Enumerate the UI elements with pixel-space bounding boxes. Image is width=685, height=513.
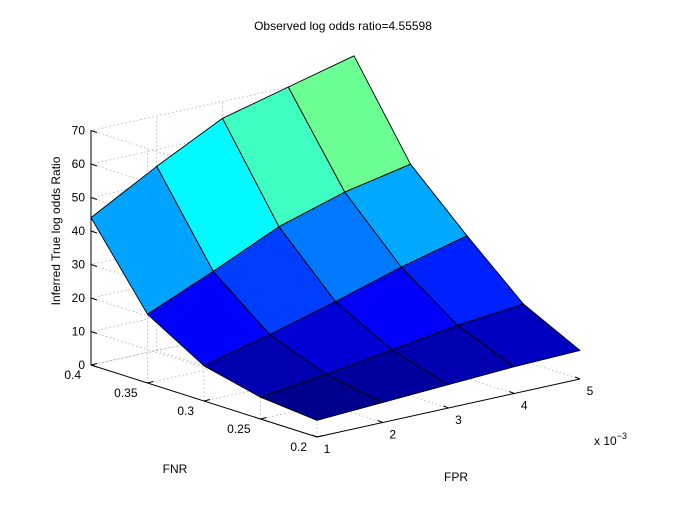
chart-title: Observed log odds ratio=4.55598 <box>254 19 432 33</box>
z-tick-label-5: 50 <box>72 191 86 205</box>
z-tick-label-2: 20 <box>72 291 86 305</box>
x-tick-label-1: 2 <box>389 428 396 442</box>
z-tick-3 <box>90 264 98 267</box>
y-tick-label-3: 0.35 <box>114 386 138 400</box>
z-tick-2 <box>90 297 98 301</box>
z-tick-label-3: 30 <box>72 258 86 272</box>
x-axis-scale-exponent: −3 <box>617 431 627 441</box>
y-tick-label-2: 0.3 <box>177 404 194 418</box>
x-tick-3 <box>509 391 515 394</box>
y-tick-4 <box>90 363 98 366</box>
z-tick-label-0: 0 <box>78 358 85 372</box>
x-tick-1 <box>377 420 383 423</box>
z-tick-0 <box>90 364 98 368</box>
z-tick-6 <box>90 163 98 167</box>
x-tick-4 <box>574 376 581 380</box>
surface-layer <box>90 55 581 421</box>
y-tick-label-1: 0.25 <box>227 422 251 436</box>
y-tick-label-4: 0.4 <box>64 368 81 382</box>
z-tick-4 <box>90 230 98 234</box>
z-tick-label-4: 40 <box>72 224 86 238</box>
z-axis-label: Inferred True log odds Ratio <box>49 156 63 305</box>
x-tick-2 <box>443 405 449 409</box>
z-tick-label-7: 70 <box>72 124 86 138</box>
z-tick-1 <box>90 331 98 334</box>
x-axis-scale-label: x 10−3 <box>594 431 627 448</box>
x-tick-label-2: 3 <box>455 413 462 427</box>
x-axis-label: FPR <box>444 470 468 484</box>
y-tick-2 <box>203 399 211 402</box>
y-axis-label: FNR <box>163 462 188 476</box>
x-axis-scale-base: x 10 <box>594 434 617 448</box>
z-tick-5 <box>90 197 98 200</box>
y-tick-0 <box>316 435 324 438</box>
y-tick-1 <box>260 417 267 420</box>
y-tick-3 <box>147 381 154 384</box>
y-tick-label-0: 0.2 <box>290 440 307 454</box>
z-tick-label-6: 60 <box>72 157 86 171</box>
z-tick-7 <box>90 130 98 133</box>
surface-patch-0-3 <box>457 303 581 368</box>
x-tick-label-0: 1 <box>324 442 331 456</box>
x-tick-label-4: 5 <box>587 384 594 398</box>
x-tick-0 <box>311 434 318 438</box>
x-tick-label-3: 4 <box>521 399 528 413</box>
tick-layer: 0 10 20 30 40 50 60 70 0.2 0.25 0.3 0.35 0.4 1 2 3 4 5 <box>64 124 593 457</box>
z-tick-label-1: 10 <box>72 325 86 339</box>
